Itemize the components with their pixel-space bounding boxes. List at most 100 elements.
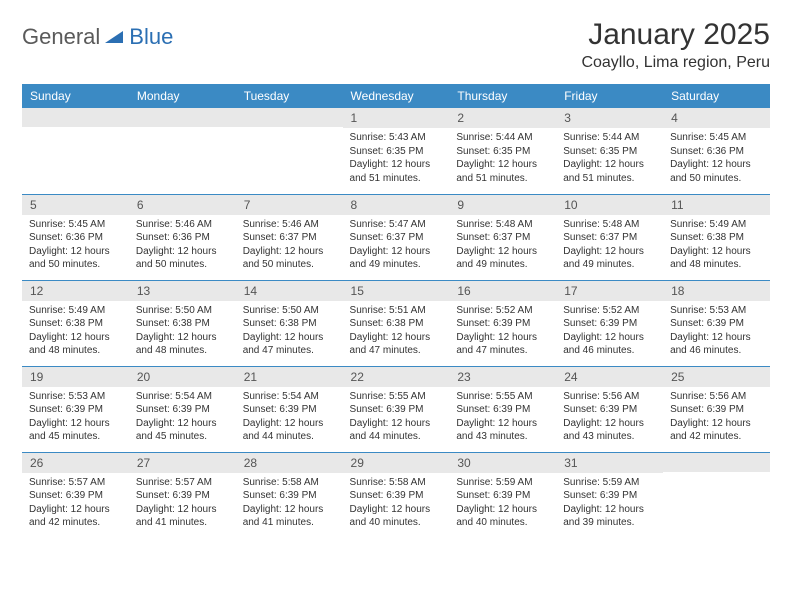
brand-logo: General Blue bbox=[22, 18, 173, 50]
calendar-head: SundayMondayTuesdayWednesdayThursdayFrid… bbox=[22, 84, 770, 108]
cell-body: Sunrise: 5:58 AMSunset: 6:39 PMDaylight:… bbox=[236, 473, 343, 534]
weekday-header: Thursday bbox=[449, 84, 556, 108]
sunrise-text: Sunrise: 5:47 AM bbox=[350, 218, 443, 232]
calendar-table: SundayMondayTuesdayWednesdayThursdayFrid… bbox=[22, 84, 770, 538]
daylight-text: Daylight: 12 hours and 49 minutes. bbox=[350, 245, 443, 272]
day-number bbox=[236, 108, 343, 127]
sunrise-text: Sunrise: 5:45 AM bbox=[670, 131, 763, 145]
sunset-text: Sunset: 6:35 PM bbox=[456, 145, 549, 159]
daylight-text: Daylight: 12 hours and 45 minutes. bbox=[136, 417, 229, 444]
sunset-text: Sunset: 6:39 PM bbox=[243, 489, 336, 503]
weekday-header: Wednesday bbox=[343, 84, 450, 108]
cell-body: Sunrise: 5:53 AMSunset: 6:39 PMDaylight:… bbox=[663, 301, 770, 362]
day-number: 1 bbox=[343, 108, 450, 128]
calendar-cell: 22Sunrise: 5:55 AMSunset: 6:39 PMDayligh… bbox=[343, 366, 450, 452]
sunset-text: Sunset: 6:39 PM bbox=[456, 489, 549, 503]
sunset-text: Sunset: 6:38 PM bbox=[350, 317, 443, 331]
calendar-cell: 5Sunrise: 5:45 AMSunset: 6:36 PMDaylight… bbox=[22, 194, 129, 280]
sunset-text: Sunset: 6:35 PM bbox=[350, 145, 443, 159]
daylight-text: Daylight: 12 hours and 41 minutes. bbox=[243, 503, 336, 530]
day-number bbox=[22, 108, 129, 127]
calendar-cell: 9Sunrise: 5:48 AMSunset: 6:37 PMDaylight… bbox=[449, 194, 556, 280]
brand-triangle-icon bbox=[105, 29, 125, 45]
cell-body: Sunrise: 5:48 AMSunset: 6:37 PMDaylight:… bbox=[556, 215, 663, 276]
daylight-text: Daylight: 12 hours and 41 minutes. bbox=[136, 503, 229, 530]
sunrise-text: Sunrise: 5:55 AM bbox=[456, 390, 549, 404]
daylight-text: Daylight: 12 hours and 51 minutes. bbox=[563, 158, 656, 185]
daylight-text: Daylight: 12 hours and 50 minutes. bbox=[243, 245, 336, 272]
daylight-text: Daylight: 12 hours and 40 minutes. bbox=[350, 503, 443, 530]
calendar-cell: 16Sunrise: 5:52 AMSunset: 6:39 PMDayligh… bbox=[449, 280, 556, 366]
day-number: 6 bbox=[129, 195, 236, 215]
cell-body: Sunrise: 5:59 AMSunset: 6:39 PMDaylight:… bbox=[449, 473, 556, 534]
cell-body: Sunrise: 5:46 AMSunset: 6:37 PMDaylight:… bbox=[236, 215, 343, 276]
weekday-header: Friday bbox=[556, 84, 663, 108]
calendar-cell: 13Sunrise: 5:50 AMSunset: 6:38 PMDayligh… bbox=[129, 280, 236, 366]
daylight-text: Daylight: 12 hours and 50 minutes. bbox=[136, 245, 229, 272]
calendar-cell: 20Sunrise: 5:54 AMSunset: 6:39 PMDayligh… bbox=[129, 366, 236, 452]
cell-body: Sunrise: 5:47 AMSunset: 6:37 PMDaylight:… bbox=[343, 215, 450, 276]
cell-body: Sunrise: 5:54 AMSunset: 6:39 PMDaylight:… bbox=[236, 387, 343, 448]
calendar-cell: 21Sunrise: 5:54 AMSunset: 6:39 PMDayligh… bbox=[236, 366, 343, 452]
sunset-text: Sunset: 6:38 PM bbox=[29, 317, 122, 331]
daylight-text: Daylight: 12 hours and 39 minutes. bbox=[563, 503, 656, 530]
day-number: 26 bbox=[22, 453, 129, 473]
sunrise-text: Sunrise: 5:43 AM bbox=[350, 131, 443, 145]
calendar-cell: 17Sunrise: 5:52 AMSunset: 6:39 PMDayligh… bbox=[556, 280, 663, 366]
day-number: 18 bbox=[663, 281, 770, 301]
sunrise-text: Sunrise: 5:52 AM bbox=[456, 304, 549, 318]
day-number: 3 bbox=[556, 108, 663, 128]
day-number: 16 bbox=[449, 281, 556, 301]
daylight-text: Daylight: 12 hours and 43 minutes. bbox=[563, 417, 656, 444]
day-number: 23 bbox=[449, 367, 556, 387]
brand-word1: General bbox=[22, 24, 100, 50]
sunrise-text: Sunrise: 5:44 AM bbox=[563, 131, 656, 145]
calendar-cell: 31Sunrise: 5:59 AMSunset: 6:39 PMDayligh… bbox=[556, 452, 663, 538]
sunset-text: Sunset: 6:39 PM bbox=[670, 317, 763, 331]
daylight-text: Daylight: 12 hours and 47 minutes. bbox=[456, 331, 549, 358]
cell-body: Sunrise: 5:48 AMSunset: 6:37 PMDaylight:… bbox=[449, 215, 556, 276]
cell-body: Sunrise: 5:55 AMSunset: 6:39 PMDaylight:… bbox=[449, 387, 556, 448]
day-number bbox=[129, 108, 236, 127]
weekday-header: Monday bbox=[129, 84, 236, 108]
sunrise-text: Sunrise: 5:53 AM bbox=[29, 390, 122, 404]
sunrise-text: Sunrise: 5:56 AM bbox=[670, 390, 763, 404]
cell-body: Sunrise: 5:56 AMSunset: 6:39 PMDaylight:… bbox=[556, 387, 663, 448]
sunset-text: Sunset: 6:36 PM bbox=[29, 231, 122, 245]
sunrise-text: Sunrise: 5:51 AM bbox=[350, 304, 443, 318]
sunset-text: Sunset: 6:39 PM bbox=[350, 403, 443, 417]
day-number: 5 bbox=[22, 195, 129, 215]
sunset-text: Sunset: 6:39 PM bbox=[29, 403, 122, 417]
cell-body: Sunrise: 5:50 AMSunset: 6:38 PMDaylight:… bbox=[129, 301, 236, 362]
daylight-text: Daylight: 12 hours and 51 minutes. bbox=[350, 158, 443, 185]
sunset-text: Sunset: 6:39 PM bbox=[563, 489, 656, 503]
calendar-cell: 24Sunrise: 5:56 AMSunset: 6:39 PMDayligh… bbox=[556, 366, 663, 452]
sunrise-text: Sunrise: 5:58 AM bbox=[243, 476, 336, 490]
weekday-row: SundayMondayTuesdayWednesdayThursdayFrid… bbox=[22, 84, 770, 108]
sunrise-text: Sunrise: 5:46 AM bbox=[136, 218, 229, 232]
daylight-text: Daylight: 12 hours and 50 minutes. bbox=[29, 245, 122, 272]
day-number: 2 bbox=[449, 108, 556, 128]
day-number: 30 bbox=[449, 453, 556, 473]
sunrise-text: Sunrise: 5:59 AM bbox=[456, 476, 549, 490]
day-number: 24 bbox=[556, 367, 663, 387]
calendar-cell: 14Sunrise: 5:50 AMSunset: 6:38 PMDayligh… bbox=[236, 280, 343, 366]
sunset-text: Sunset: 6:38 PM bbox=[136, 317, 229, 331]
calendar-cell: 27Sunrise: 5:57 AMSunset: 6:39 PMDayligh… bbox=[129, 452, 236, 538]
daylight-text: Daylight: 12 hours and 45 minutes. bbox=[29, 417, 122, 444]
sunset-text: Sunset: 6:37 PM bbox=[563, 231, 656, 245]
cell-body: Sunrise: 5:49 AMSunset: 6:38 PMDaylight:… bbox=[663, 215, 770, 276]
cell-body: Sunrise: 5:58 AMSunset: 6:39 PMDaylight:… bbox=[343, 473, 450, 534]
day-number: 12 bbox=[22, 281, 129, 301]
calendar-cell: 18Sunrise: 5:53 AMSunset: 6:39 PMDayligh… bbox=[663, 280, 770, 366]
weekday-header: Tuesday bbox=[236, 84, 343, 108]
cell-body: Sunrise: 5:52 AMSunset: 6:39 PMDaylight:… bbox=[556, 301, 663, 362]
sunset-text: Sunset: 6:39 PM bbox=[563, 317, 656, 331]
calendar-cell: 4Sunrise: 5:45 AMSunset: 6:36 PMDaylight… bbox=[663, 108, 770, 194]
sunset-text: Sunset: 6:39 PM bbox=[136, 403, 229, 417]
day-number: 31 bbox=[556, 453, 663, 473]
month-title: January 2025 bbox=[581, 18, 770, 52]
sunrise-text: Sunrise: 5:49 AM bbox=[670, 218, 763, 232]
cell-body: Sunrise: 5:53 AMSunset: 6:39 PMDaylight:… bbox=[22, 387, 129, 448]
daylight-text: Daylight: 12 hours and 51 minutes. bbox=[456, 158, 549, 185]
